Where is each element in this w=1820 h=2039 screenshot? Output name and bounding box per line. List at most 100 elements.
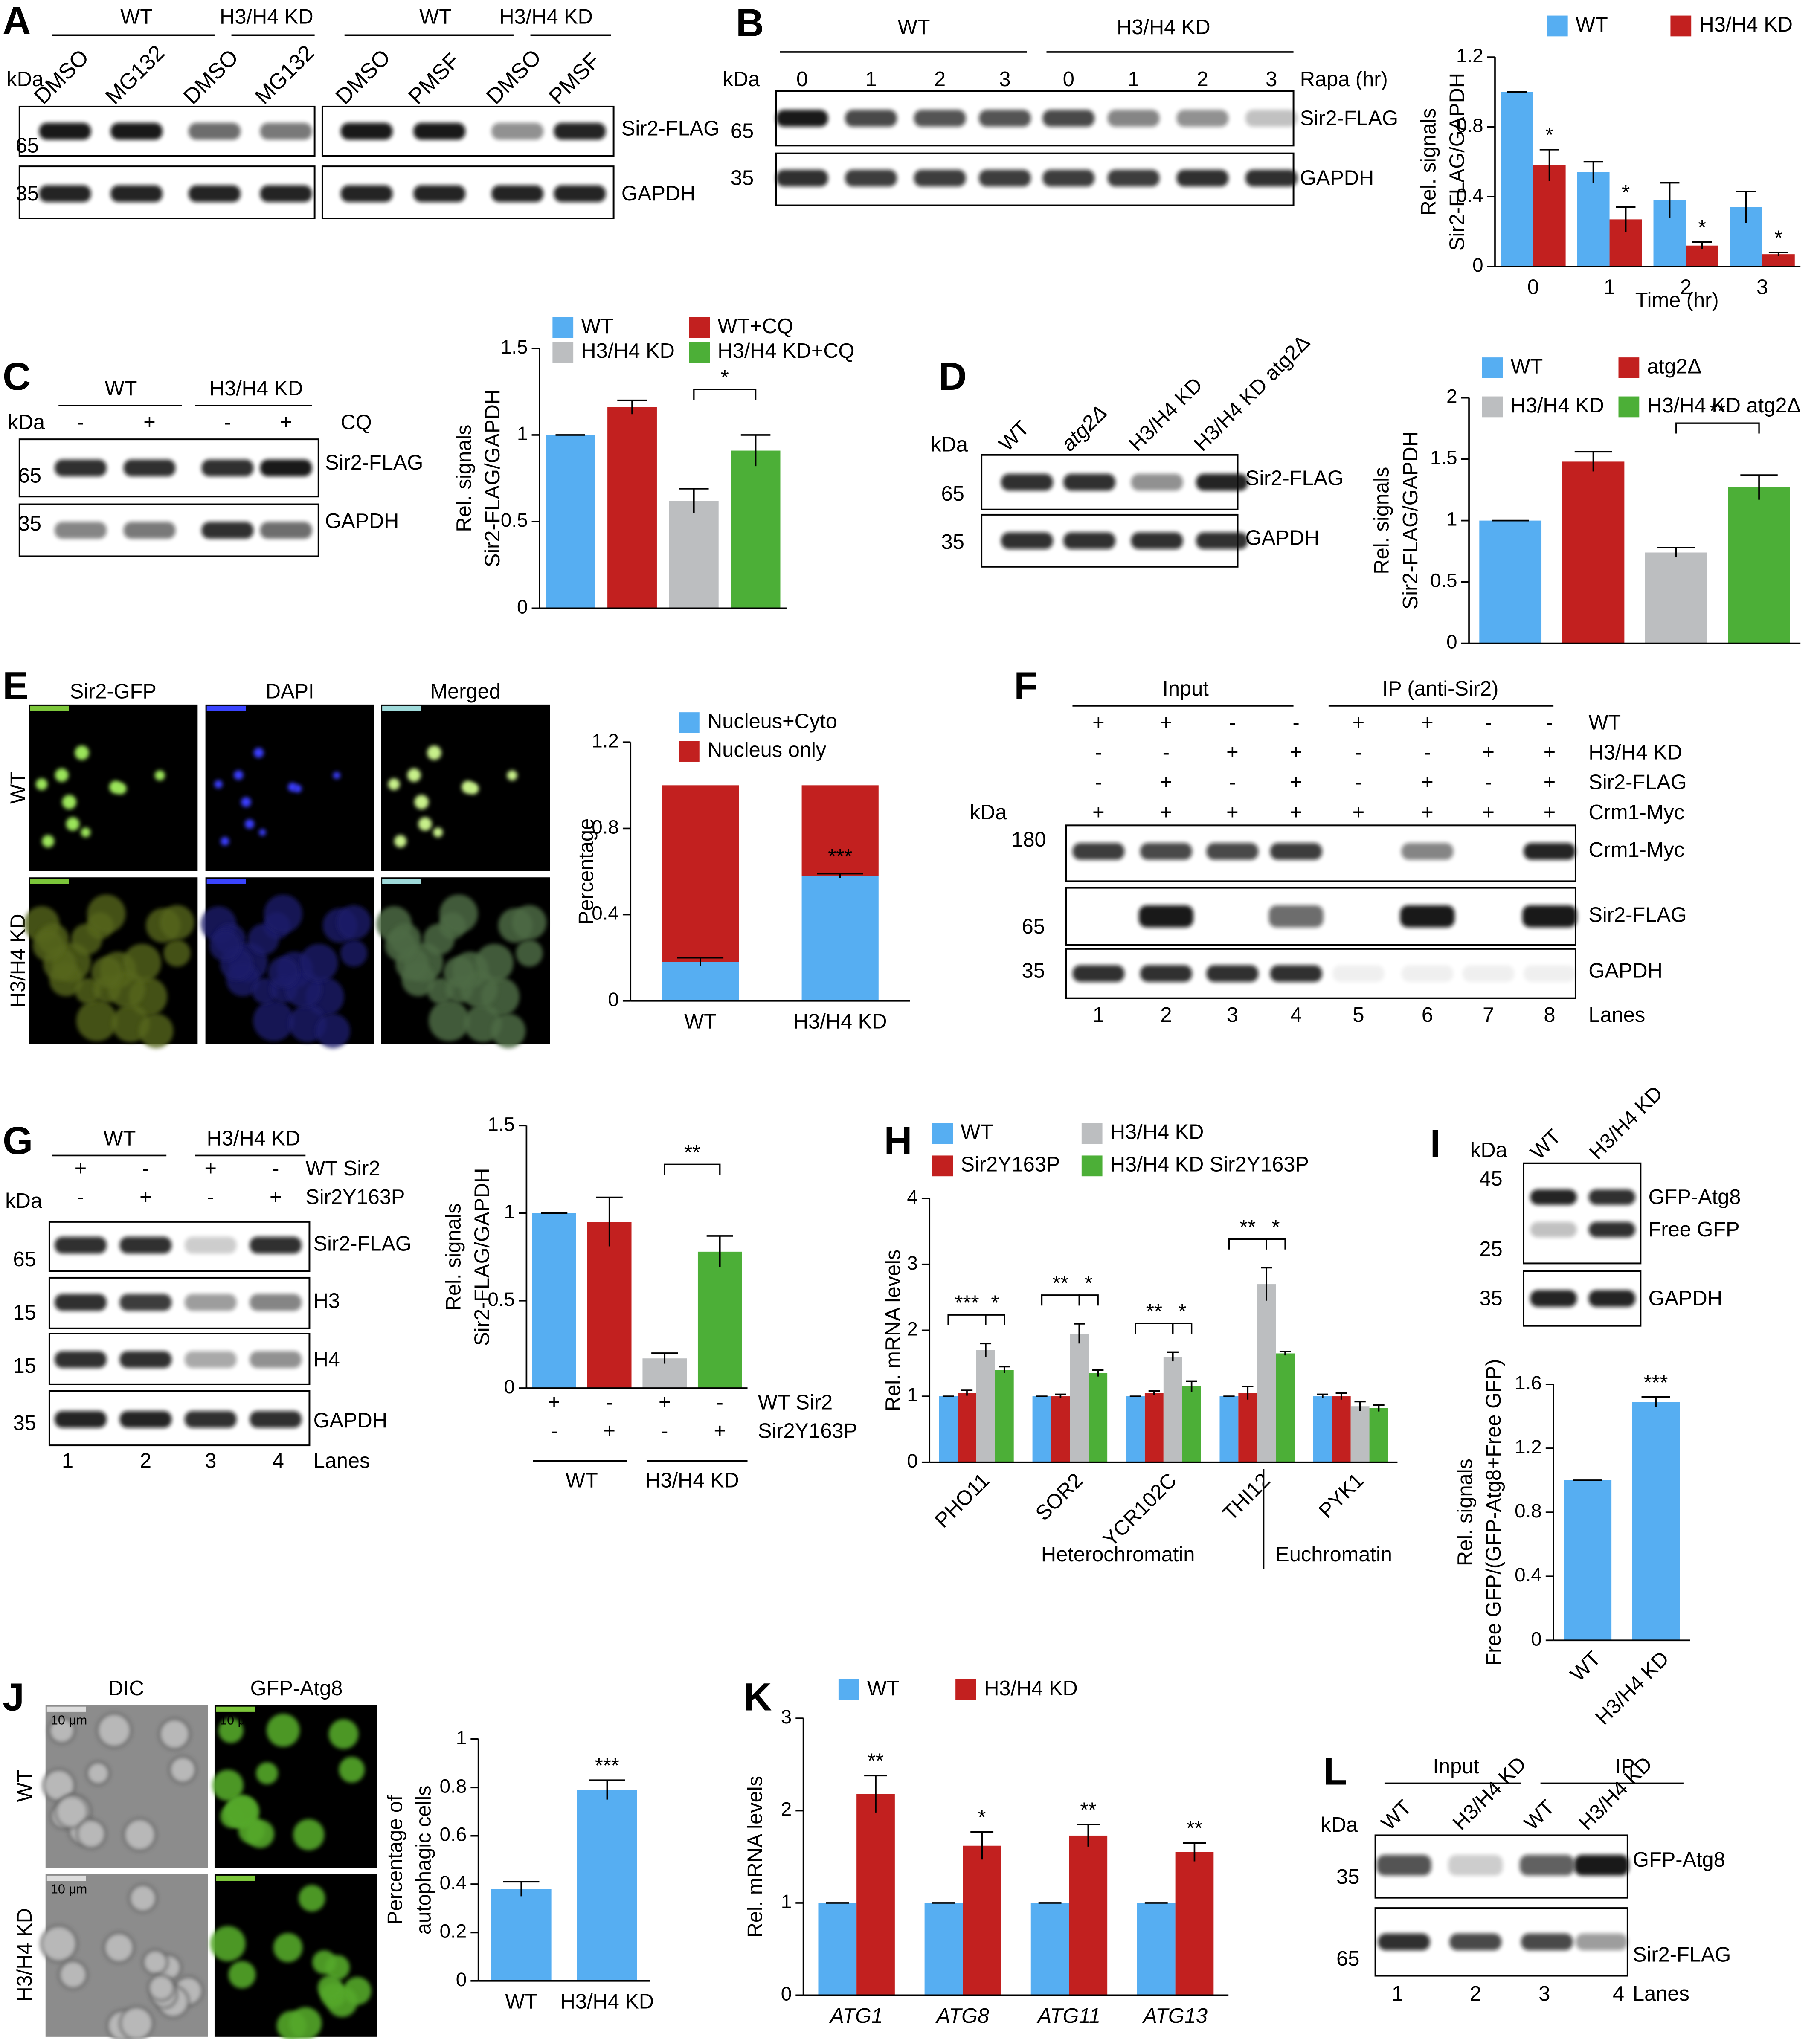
band xyxy=(250,1236,302,1254)
bar xyxy=(1069,1835,1108,1995)
band xyxy=(55,522,107,539)
band xyxy=(1401,843,1454,860)
scale-bar xyxy=(30,705,69,711)
bar xyxy=(976,1350,995,1462)
label: WT xyxy=(898,16,930,39)
cell xyxy=(293,784,302,793)
band xyxy=(110,123,163,140)
label: + xyxy=(1544,741,1556,764)
label: Sir2-FLAG xyxy=(1588,904,1686,927)
group-label: Euchromatin xyxy=(1275,1543,1392,1566)
band xyxy=(1448,1855,1503,1876)
label: 1 xyxy=(865,68,877,91)
cell xyxy=(248,923,279,955)
band xyxy=(55,1411,107,1428)
y-tick-label: 1.5 xyxy=(488,1113,515,1135)
label: 1 xyxy=(62,1450,73,1473)
cell xyxy=(433,827,443,838)
cell xyxy=(71,923,102,955)
label: - xyxy=(606,1391,613,1414)
panel-letter: B xyxy=(736,1,764,45)
y-tick-label: 3 xyxy=(907,1252,917,1274)
label: + xyxy=(143,411,155,434)
band xyxy=(1245,169,1298,187)
cell xyxy=(388,778,400,790)
label: 3 xyxy=(205,1450,216,1473)
group-label: Heterochromatin xyxy=(1041,1543,1195,1566)
label: 4 xyxy=(1290,1004,1302,1027)
y-tick-label: 0 xyxy=(456,1969,467,1990)
legend-label: H3/H4 KD xyxy=(581,339,674,363)
y-tick-label: 1 xyxy=(1446,508,1457,530)
x-tick-label: 0 xyxy=(1527,276,1539,299)
label: GAPDH xyxy=(1588,960,1662,983)
scale-label: 10 μm xyxy=(386,885,422,899)
label: H3/H4 KD xyxy=(499,6,592,29)
label: + xyxy=(1092,801,1104,824)
label: WT xyxy=(1588,711,1621,734)
y-tick-label: 1 xyxy=(456,1727,467,1749)
band xyxy=(776,169,828,187)
cell xyxy=(224,1795,257,1828)
cell xyxy=(333,772,340,779)
y-tick-label: 3 xyxy=(781,1706,792,1728)
band xyxy=(250,1351,302,1368)
label: - xyxy=(1163,741,1170,764)
label: - xyxy=(142,1157,149,1180)
y-axis-label: Percentage xyxy=(575,818,598,925)
cell xyxy=(221,837,229,846)
y-tick-label: 0.5 xyxy=(1430,570,1457,592)
label: - xyxy=(77,1186,84,1209)
cell xyxy=(139,1013,174,1048)
band xyxy=(845,110,897,127)
label: - xyxy=(1424,741,1431,764)
significance: * xyxy=(1272,1216,1280,1239)
cell xyxy=(253,748,264,758)
label: 1 xyxy=(1392,1982,1403,2005)
label: - xyxy=(272,1157,279,1180)
bar xyxy=(532,1213,576,1388)
label: + xyxy=(1226,741,1238,764)
panel-letter: K xyxy=(743,1676,772,1719)
label: H3/H4 KD xyxy=(645,1469,739,1492)
scale-bar xyxy=(46,1875,86,1881)
panel-letter: L xyxy=(1324,1749,1347,1793)
band xyxy=(119,1411,172,1428)
cell xyxy=(128,1884,157,1913)
label: Free GFP xyxy=(1649,1218,1740,1241)
label: - xyxy=(1229,711,1236,734)
band xyxy=(1107,169,1160,187)
band xyxy=(1574,1855,1629,1876)
bar xyxy=(1182,1386,1201,1462)
y-tick-label: 0 xyxy=(1446,631,1457,653)
bar xyxy=(546,435,595,609)
significance: * xyxy=(1545,124,1553,147)
band xyxy=(55,1351,107,1368)
band xyxy=(1524,843,1576,860)
band xyxy=(1138,905,1193,928)
label: Sir2-FLAG xyxy=(1588,771,1686,794)
label: kDa xyxy=(723,68,761,91)
bar xyxy=(491,1889,552,1981)
scale-bar xyxy=(382,879,421,884)
band xyxy=(1376,1855,1431,1876)
y-tick-label: 0 xyxy=(1531,1628,1541,1650)
y-tick-label: 0 xyxy=(608,989,618,1010)
legend-swatch xyxy=(552,342,574,363)
label: DIC xyxy=(108,1677,144,1700)
cell xyxy=(385,930,417,961)
y-axis-label: Sir2-FLAG/GAPDH xyxy=(471,1168,494,1346)
label: 65 xyxy=(16,134,39,157)
cell xyxy=(48,1717,75,1744)
band xyxy=(554,185,606,202)
band xyxy=(1140,965,1192,982)
label: 8 xyxy=(1544,1004,1555,1027)
cell xyxy=(168,1755,197,1784)
scale-label: 10 μm xyxy=(51,1713,87,1727)
label: 5 xyxy=(1353,1004,1364,1027)
cell xyxy=(268,957,299,988)
bar xyxy=(939,1396,958,1462)
label: 15 xyxy=(13,1301,36,1324)
legend-swatch xyxy=(1081,1155,1103,1177)
